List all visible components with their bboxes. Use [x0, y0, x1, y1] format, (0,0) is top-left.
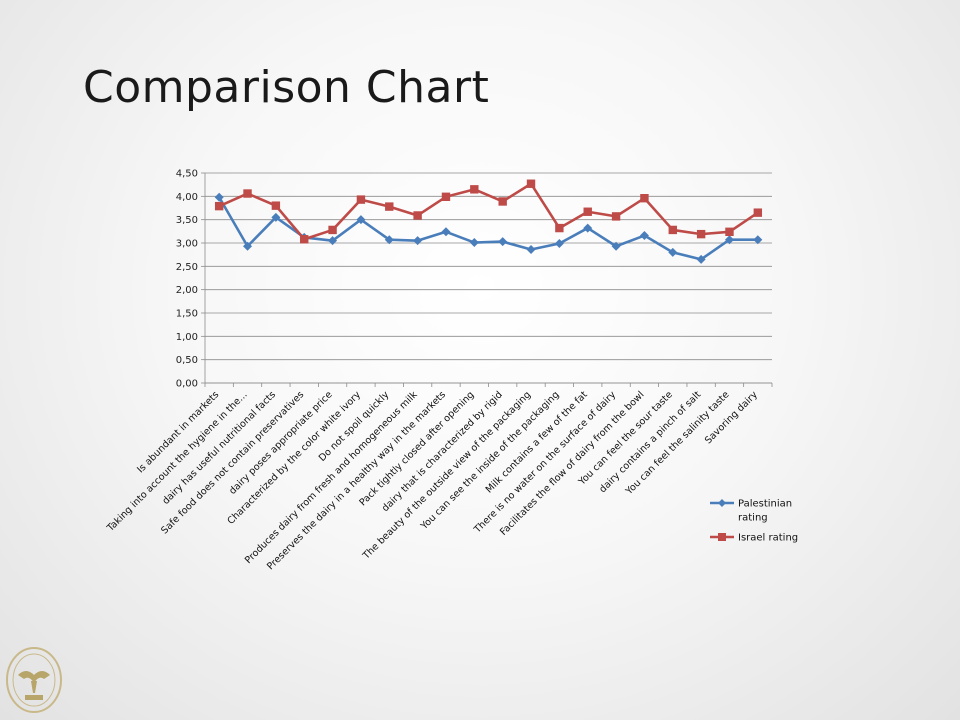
- data-point-palestinian: [753, 235, 763, 245]
- data-point-palestinian: [413, 236, 423, 246]
- legend-label-palestinian: Palestinian: [738, 499, 792, 510]
- series-line-palestinian: [218, 196, 758, 261]
- data-point-israel: [640, 194, 649, 203]
- data-point-palestinian: [356, 215, 366, 225]
- data-point-palestinian: [469, 238, 479, 248]
- data-point-israel: [356, 195, 366, 204]
- data-point-palestinian: [271, 212, 281, 222]
- y-tick-label: 1,00: [176, 332, 198, 343]
- data-point-israel: [470, 185, 479, 194]
- data-point-israel: [498, 197, 507, 206]
- y-tick-label: 0,50: [176, 355, 198, 366]
- series-lines: [214, 179, 763, 264]
- data-point-israel: [668, 225, 677, 235]
- data-point-israel: [611, 212, 621, 221]
- legend-marker-palestinian: [718, 499, 726, 507]
- data-point-israel: [725, 227, 734, 236]
- data-point-palestinian: [554, 238, 564, 248]
- data-point-palestinian: [526, 245, 536, 255]
- data-point-palestinian: [611, 241, 621, 251]
- data-point-israel: [214, 201, 224, 211]
- data-point-israel: [328, 225, 337, 235]
- axes: [201, 172, 773, 387]
- data-point-israel: [753, 208, 763, 217]
- x-category-label: You can feel the salinity taste: [623, 389, 731, 497]
- data-point-israel: [271, 201, 281, 210]
- x-category-label: Savoring dairy: [703, 389, 760, 446]
- data-point-palestinian: [498, 237, 508, 247]
- data-point-palestinian: [243, 241, 253, 251]
- data-point-israel: [413, 211, 422, 220]
- data-point-palestinian: [639, 231, 649, 241]
- data-point-palestinian: [214, 192, 224, 202]
- slide-title: Comparison Chart: [83, 62, 490, 113]
- data-point-palestinian: [441, 227, 451, 237]
- data-point-israel: [300, 235, 309, 244]
- data-point-palestinian: [724, 235, 734, 245]
- legend-marker-israel: [718, 533, 726, 541]
- y-tick-label: 2,00: [176, 285, 198, 296]
- data-point-palestinian: [328, 236, 338, 246]
- legend-label-israel: Israel rating: [738, 533, 798, 544]
- data-point-palestinian: [583, 223, 593, 233]
- y-tick-label: 4,00: [176, 192, 198, 203]
- y-tick-label: 4,50: [176, 169, 198, 180]
- x-category-label: dairy poses appropriate price: [227, 389, 335, 497]
- university-seal-icon: [6, 647, 62, 713]
- y-tick-label: 3,50: [176, 215, 198, 226]
- data-point-israel: [696, 229, 706, 239]
- data-point-israel: [243, 189, 252, 198]
- data-point-israel: [441, 192, 451, 201]
- y-tick-label: 3,00: [176, 239, 198, 250]
- data-point-israel: [583, 207, 592, 216]
- y-tick-label: 0,00: [176, 379, 198, 390]
- legend-label-palestinian: rating: [738, 513, 768, 524]
- data-point-israel: [526, 179, 536, 188]
- data-point-palestinian: [696, 254, 706, 264]
- legend: Palestinian rating Israel rating: [710, 499, 798, 544]
- data-point-israel: [555, 223, 564, 233]
- data-point-palestinian: [668, 247, 678, 257]
- gridlines: [205, 172, 772, 384]
- data-point-palestinian: [384, 235, 394, 245]
- data-point-israel: [385, 202, 394, 211]
- y-tick-label: 2,50: [176, 262, 198, 273]
- series-line-israel: [218, 182, 759, 241]
- y-axis-tick-labels: 0,00 0,50 1,00 1,50 2,00 2,50 3,00 3,50 4,00 4,50: [176, 169, 198, 390]
- y-tick-label: 1,50: [176, 309, 198, 320]
